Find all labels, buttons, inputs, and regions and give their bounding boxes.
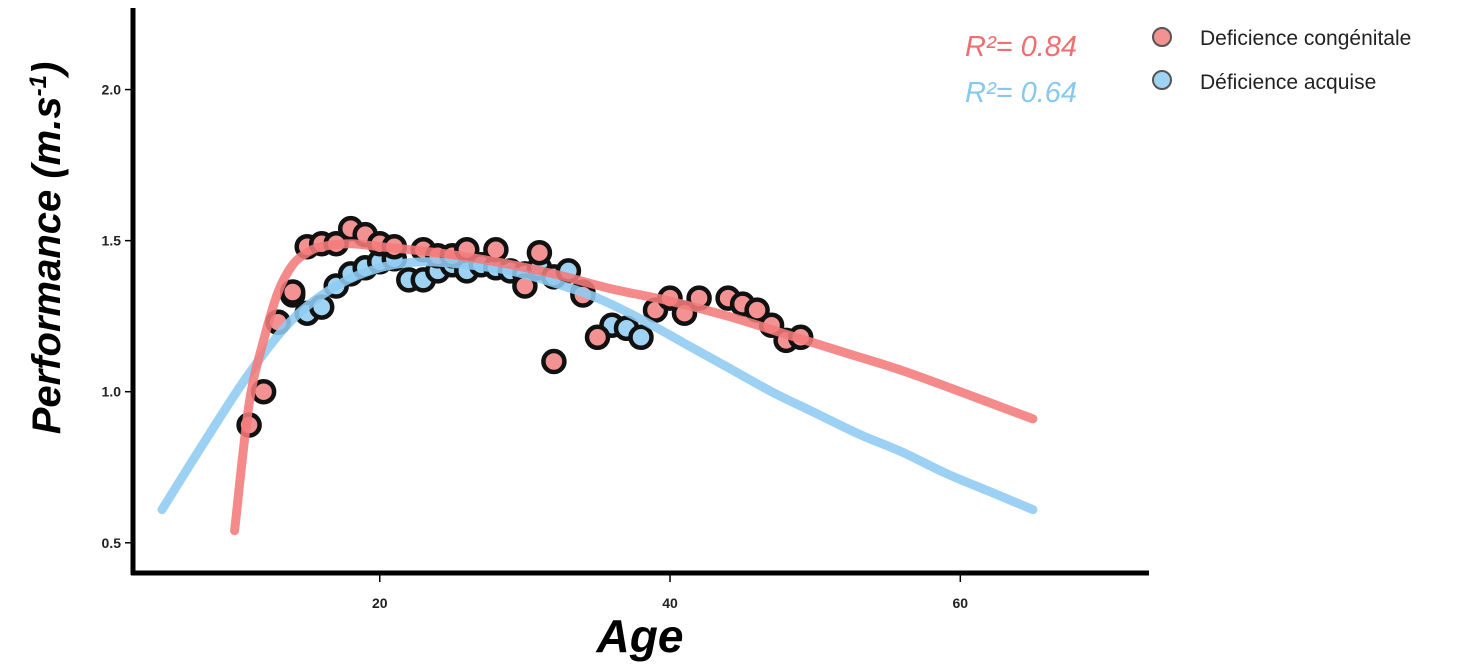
legend-label-acquise: Déficience acquise (1200, 71, 1376, 94)
point-deficience-congenitale (526, 239, 553, 266)
y-axis-title-main: Performance (m.s (25, 96, 69, 434)
legend-marker-congenitale (1152, 27, 1172, 47)
x-tick-label: 40 (662, 595, 678, 611)
y-axis-title: Performance (m.s-1) (25, 62, 69, 435)
axis-ticks: 0.5 1.0 1.5 2.0 20 40 60 (102, 82, 969, 611)
fit-curve-deficience-acquise (157, 257, 1038, 515)
r2-acquise-label: R²= 0.64 (965, 77, 1077, 109)
legend-marker-acquise (1152, 70, 1172, 90)
y-axis-title-superscript: -1 (25, 75, 52, 96)
legend-label-congenitale: Deficience congénitale (1200, 27, 1411, 50)
point-deficience-congenitale (584, 324, 611, 351)
r2-congenitale-label: R²= 0.84 (965, 31, 1077, 63)
y-tick-label: 1.5 (102, 233, 122, 249)
y-tick-label: 0.5 (102, 535, 122, 551)
y-tick-label: 2.0 (102, 82, 122, 98)
y-tick-label: 1.0 (102, 384, 122, 400)
x-tick-label: 60 (953, 595, 969, 611)
x-tick-label: 20 (372, 595, 388, 611)
x-axis-title: Age (596, 610, 684, 662)
y-axis-title-close: ) (25, 62, 69, 79)
fit-curves (157, 239, 1038, 536)
legend: Deficience congénitale Déficience acquis… (1152, 27, 1411, 94)
fit-curve-deficience-congenitale (230, 239, 1038, 536)
point-deficience-acquise (628, 324, 654, 351)
point-deficience-congenitale (541, 348, 567, 375)
